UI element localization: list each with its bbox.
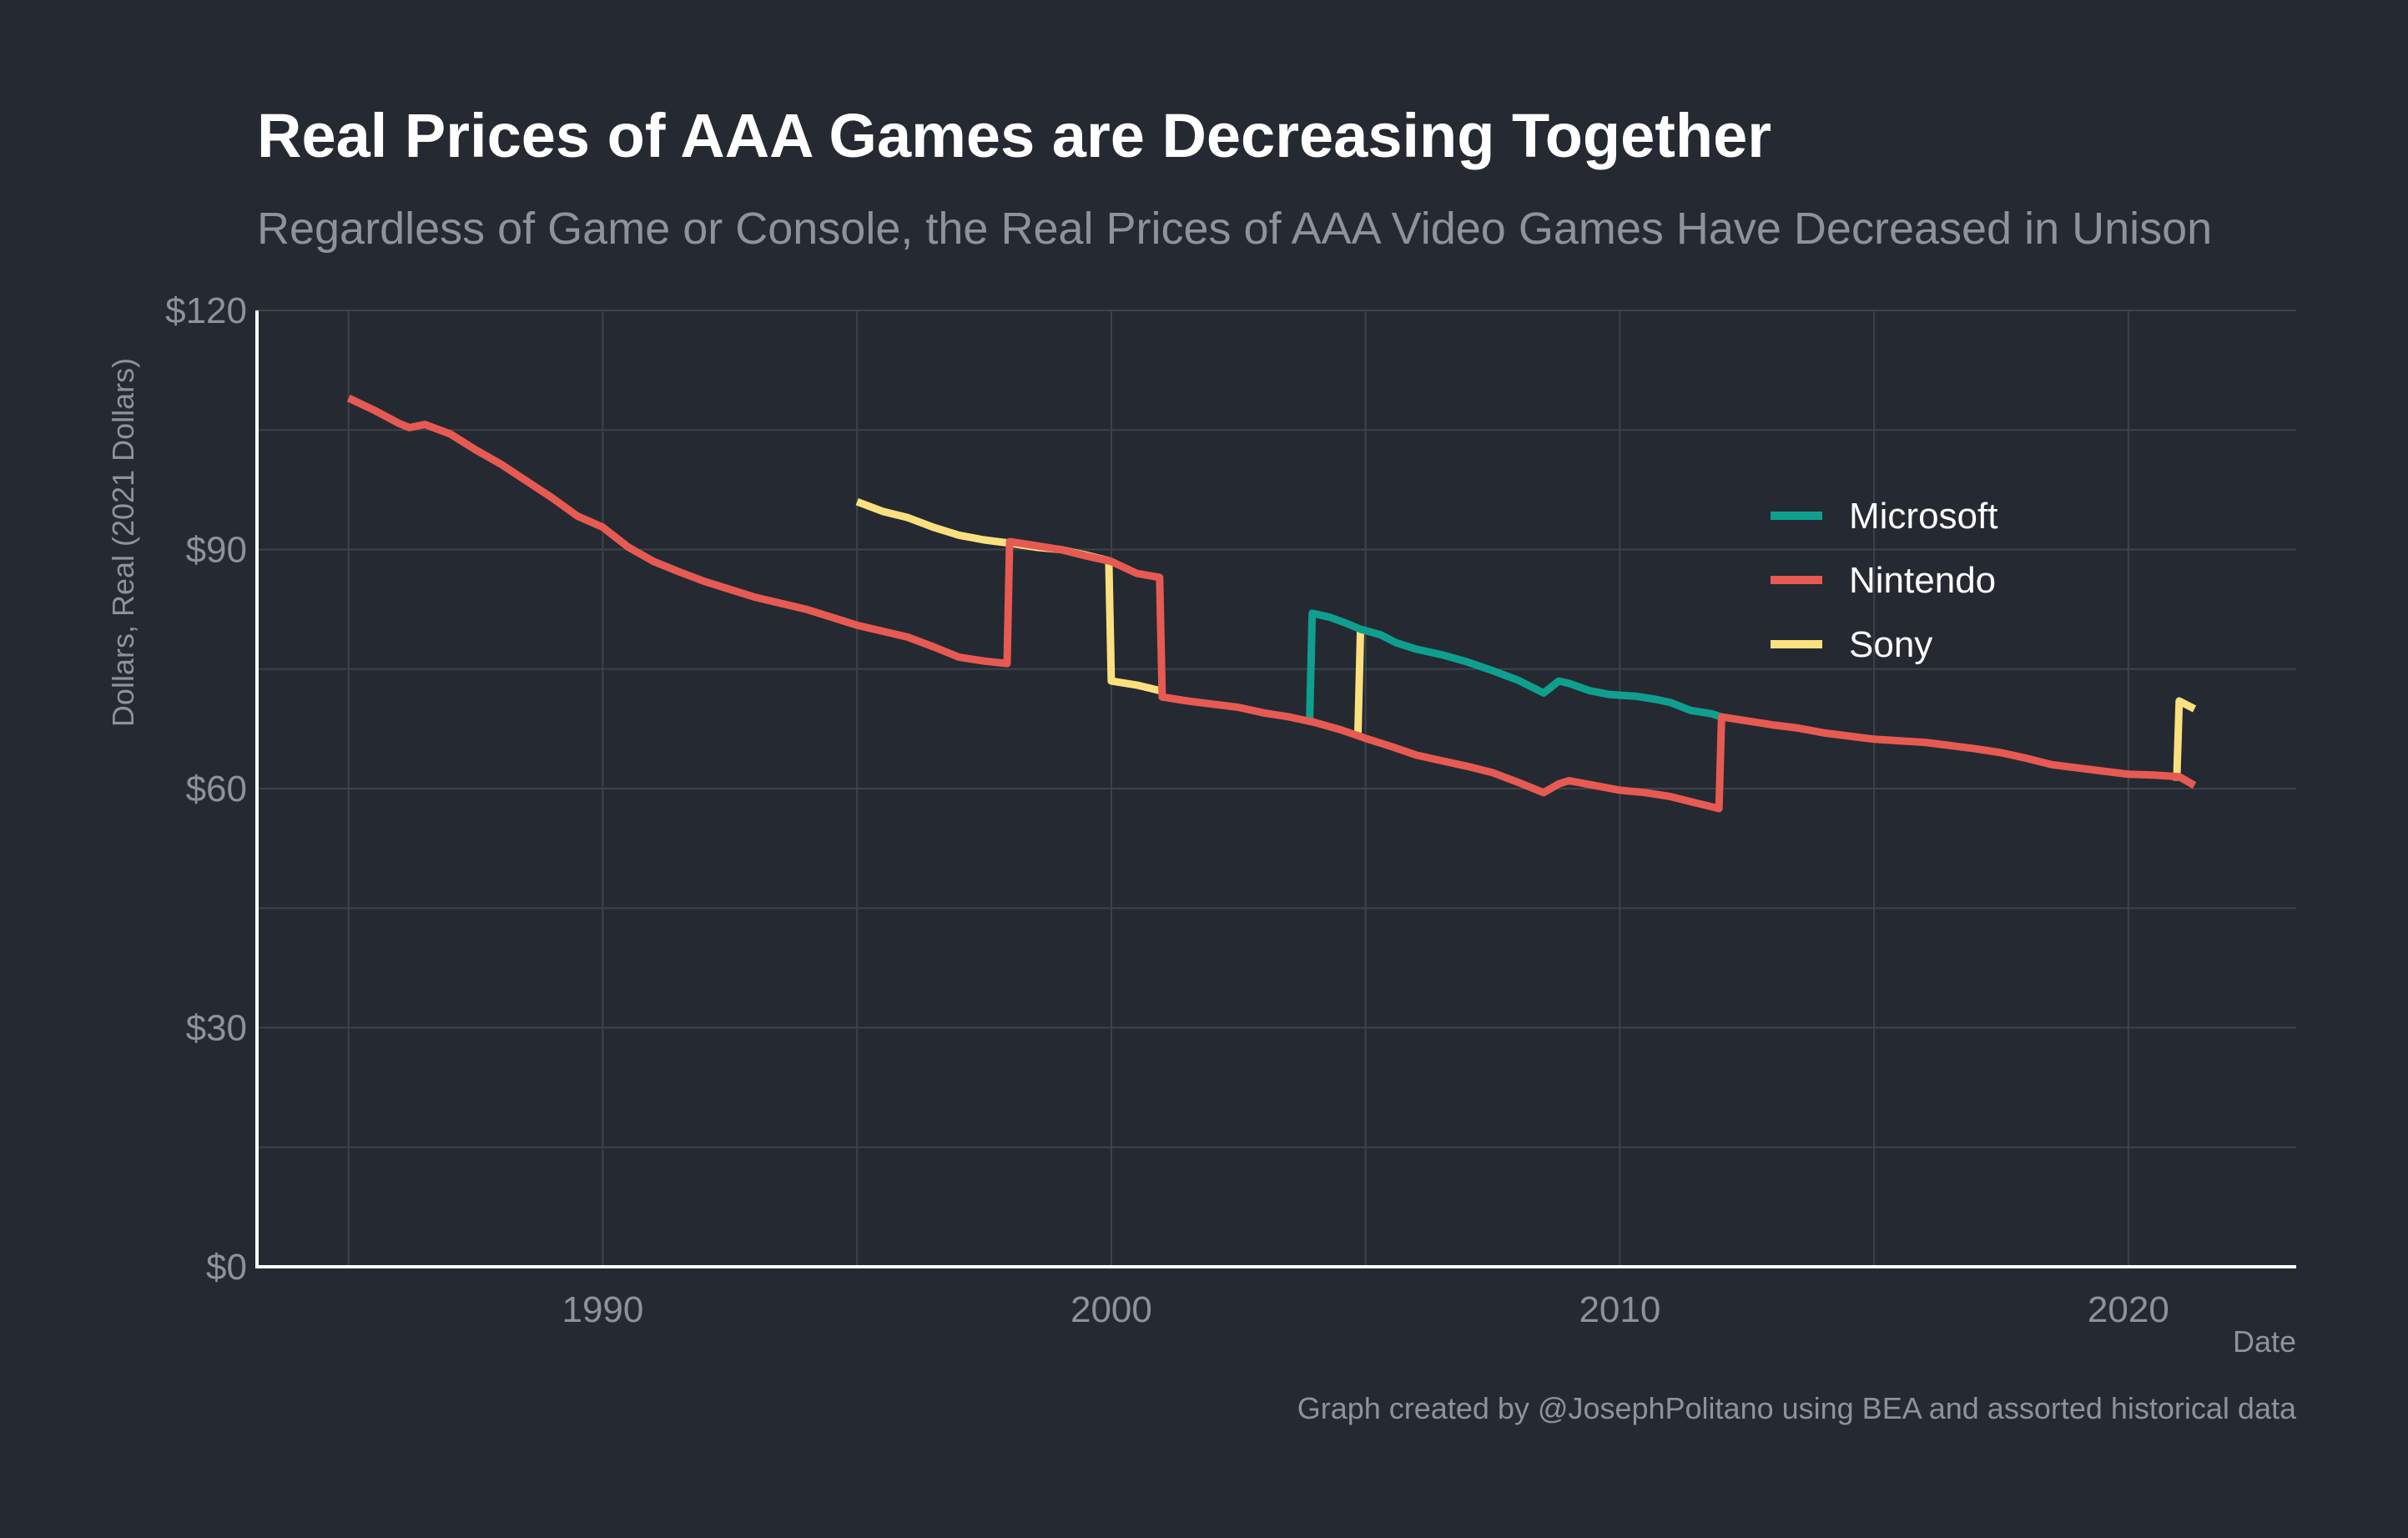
y-axis-label: Dollars, Real (2021 Dollars) — [106, 358, 140, 727]
legend-label-nintendo: Nintendo — [1849, 560, 1996, 601]
chart-subtitle: Regardless of Game or Console, the Real … — [257, 204, 2212, 254]
y-tick-label: $30 — [186, 1008, 247, 1049]
x-axis-label: Date — [2233, 1324, 2296, 1359]
x-tick-label: 2010 — [1579, 1289, 1660, 1330]
x-tick-labels: 1990 2000 2010 2020 — [562, 1289, 2169, 1330]
legend-label-microsoft: Microsoft — [1849, 496, 1997, 537]
chart-title: Real Prices of AAA Games are Decreasing … — [257, 101, 1771, 170]
legend: Microsoft Nintendo Sony — [1771, 496, 1997, 665]
series-line-sony — [1354, 628, 1365, 734]
legend-label-sony: Sony — [1849, 624, 1932, 665]
y-tick-labels: $0 $30 $60 $90 $120 — [165, 290, 247, 1288]
y-tick-label: $120 — [165, 290, 247, 331]
y-tick-label: $90 — [186, 530, 247, 571]
y-tick-label: $60 — [186, 769, 247, 809]
series-line-sony — [2173, 697, 2197, 781]
y-tick-label: $0 — [206, 1247, 247, 1288]
gridlines — [257, 310, 2296, 1267]
x-tick-label: 2000 — [1071, 1289, 1152, 1330]
x-tick-label: 2020 — [2088, 1289, 2169, 1330]
series-lines — [346, 394, 2197, 813]
source-caption: Graph created by @JosephPolitano using B… — [1297, 1391, 2297, 1425]
series-line-microsoft — [1306, 609, 1723, 721]
x-tick-label: 1990 — [562, 1289, 643, 1330]
series-line-nintendo — [346, 394, 2197, 813]
